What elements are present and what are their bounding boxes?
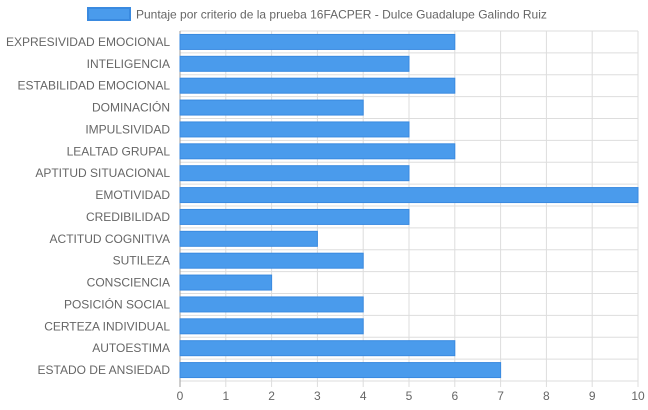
- bar[interactable]: [179, 362, 502, 379]
- category-label: DOMINACIÓN: [92, 100, 170, 115]
- category-labels: EXPRESIVIDAD EMOCIONAL INTELIGENCIA ESTABI…: [6, 35, 170, 377]
- bar[interactable]: [179, 274, 273, 291]
- bars: [179, 33, 639, 379]
- tick-label: 10: [631, 389, 645, 403]
- tick-label: 3: [314, 389, 321, 403]
- x-axis-ticks: 0 1 2 3 4 5 6 7 8 9 10: [177, 389, 645, 403]
- tick-label: 1: [222, 389, 229, 403]
- category-label: ESTADO DE ANSIEDAD: [38, 363, 171, 377]
- bar[interactable]: [179, 55, 410, 72]
- category-label: ACTITUD COGNITIVA: [50, 232, 170, 246]
- bar[interactable]: [179, 77, 456, 94]
- bar[interactable]: [179, 208, 410, 225]
- tick-label: 0: [177, 389, 184, 403]
- tick-label: 9: [589, 389, 596, 403]
- tick-label: 4: [360, 389, 367, 403]
- tick-label: 7: [497, 389, 504, 403]
- bar[interactable]: [179, 318, 364, 335]
- category-label: CONSCIENCIA: [87, 276, 170, 290]
- legend[interactable]: Puntaje por criterio de la prueba 16FACP…: [87, 7, 547, 22]
- bar[interactable]: [179, 165, 410, 182]
- bar[interactable]: [179, 187, 639, 204]
- category-label: CERTEZA INDIVIDUAL: [44, 319, 170, 333]
- category-label: EXPRESIVIDAD EMOCIONAL: [6, 35, 170, 49]
- bar[interactable]: [179, 230, 318, 247]
- category-label: EMOTIVIDAD: [95, 188, 170, 202]
- bar[interactable]: [179, 252, 364, 269]
- category-label: CREDIBILIDAD: [86, 210, 170, 224]
- tick-label: 5: [406, 389, 413, 403]
- bar[interactable]: [179, 121, 410, 138]
- bar[interactable]: [179, 99, 364, 116]
- category-label: APTITUD SITUACIONAL: [35, 166, 170, 180]
- category-label: AUTOESTIMA: [92, 341, 170, 355]
- category-label: ESTABILIDAD EMOCIONAL: [18, 79, 171, 93]
- bar[interactable]: [179, 340, 456, 357]
- bar[interactable]: [179, 33, 456, 50]
- bar[interactable]: [179, 296, 364, 313]
- tick-label: 6: [451, 389, 458, 403]
- category-label: LEALTAD GRUPAL: [67, 144, 171, 158]
- tick-label: 2: [268, 389, 275, 403]
- category-label: POSICIÓN SOCIAL: [64, 296, 170, 311]
- category-label: SUTILEZA: [113, 254, 170, 268]
- legend-label: Puntaje por criterio de la prueba 16FACP…: [136, 8, 547, 22]
- category-label: IMPULSIVIDAD: [85, 122, 170, 136]
- category-label: INTELIGENCIA: [87, 57, 170, 71]
- tick-label: 8: [543, 389, 550, 403]
- bar[interactable]: [179, 143, 456, 160]
- legend-swatch: [87, 7, 131, 21]
